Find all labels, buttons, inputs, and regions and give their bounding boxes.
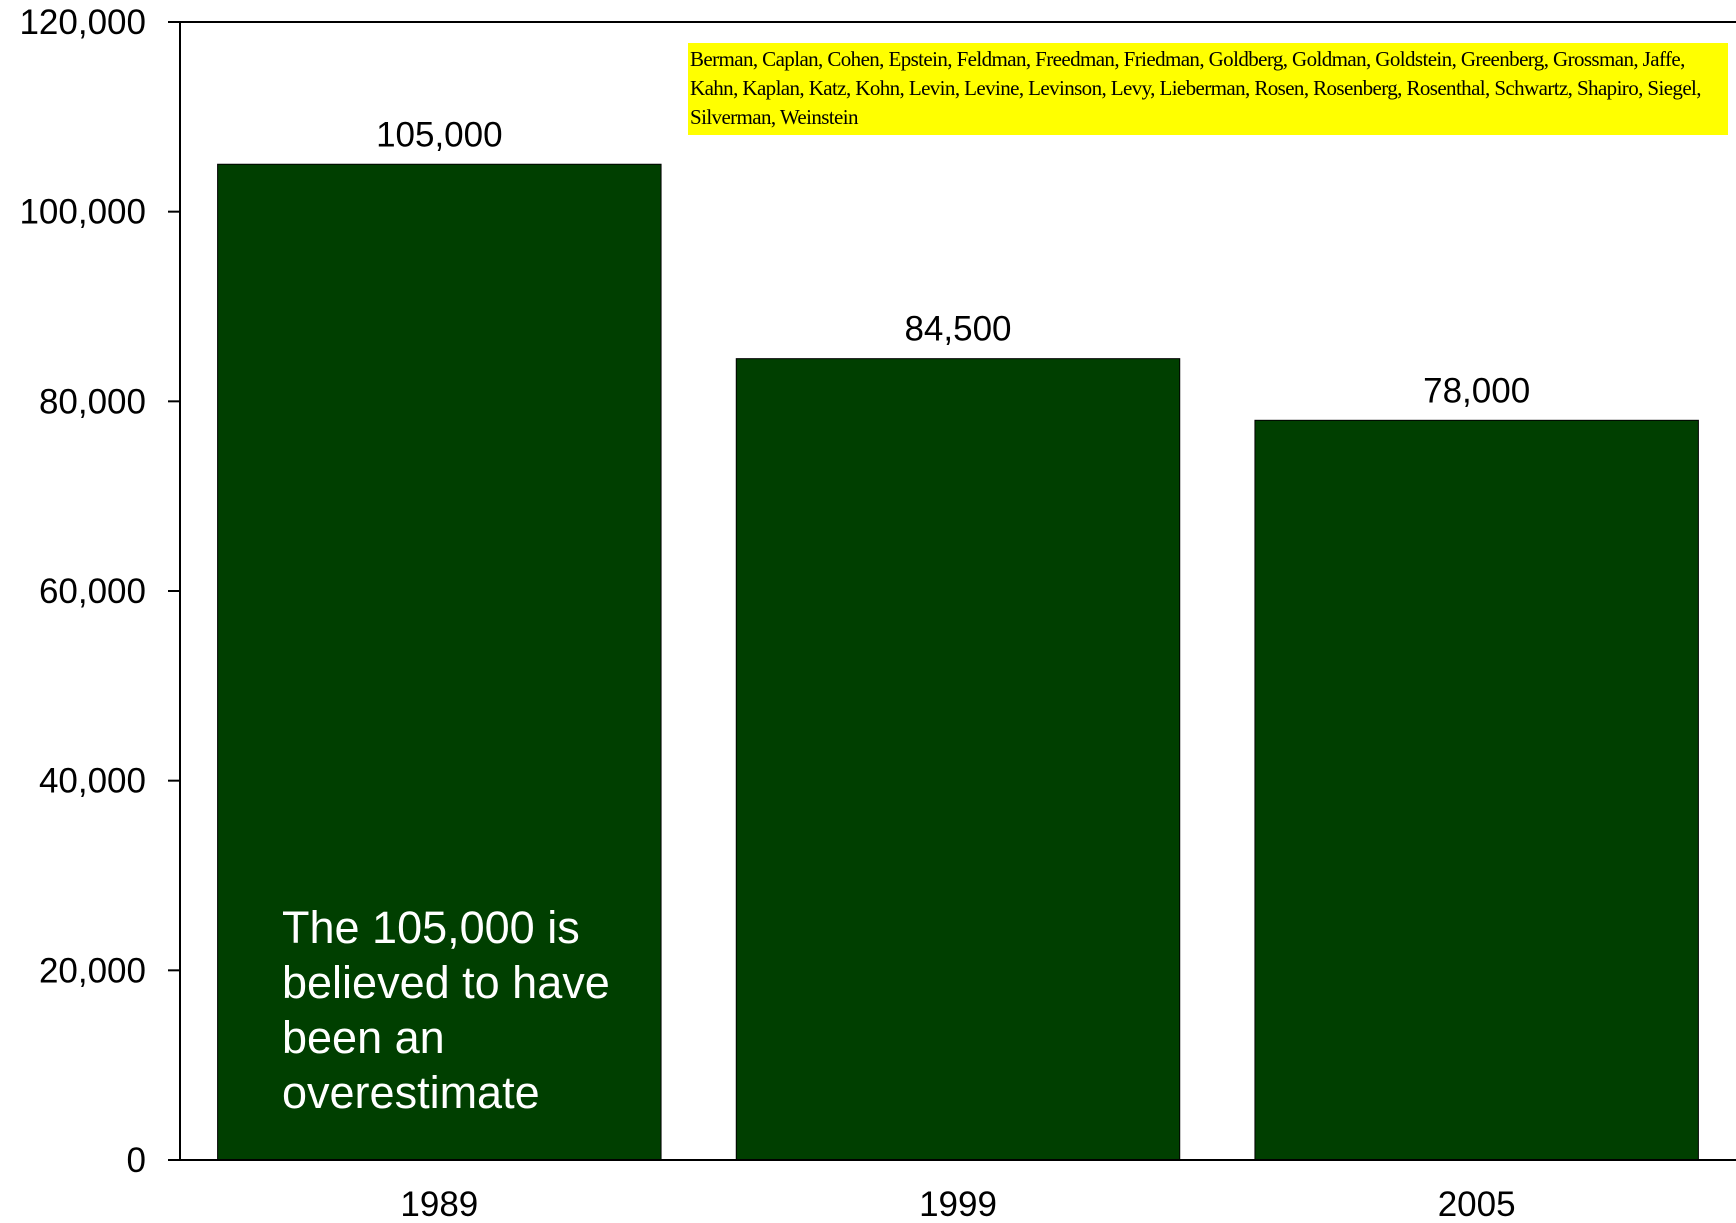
x-tick-label-1989: 1989 — [400, 1185, 478, 1223]
data-label-2005: 78,000 — [1423, 371, 1530, 410]
bar-2005 — [1254, 419, 1699, 1161]
bar-1989 — [217, 163, 662, 1161]
surname-list-annotation: Berman, Caplan, Cohen, Epstein, Feldman,… — [688, 43, 1728, 135]
y-tick-label: 60,000 — [39, 572, 146, 611]
data-label-1989: 105,000 — [376, 115, 503, 154]
overestimate-note: The 105,000 is believed to have been an … — [282, 902, 610, 1118]
data-label-1999: 84,500 — [904, 310, 1011, 349]
data-labels-layer: 105,000 84,500 78,000 — [376, 115, 1530, 410]
y-tick-label: 80,000 — [39, 382, 146, 421]
y-tick-label: 40,000 — [39, 762, 146, 801]
bars-layer — [217, 163, 1699, 1161]
y-tick-label: 0 — [127, 1141, 146, 1180]
y-tick-label: 100,000 — [19, 193, 146, 232]
axes-layer: 1989 1999 2005 0 20,000 40,000 60,000 80,000 100… — [19, 3, 1736, 1223]
y-tick-label: 20,000 — [39, 951, 146, 990]
x-tick-label-2005: 2005 — [1438, 1185, 1516, 1223]
y-tick-label: 120,000 — [19, 3, 146, 42]
x-tick-label-1999: 1999 — [919, 1185, 997, 1223]
bar-1999 — [735, 358, 1181, 1161]
